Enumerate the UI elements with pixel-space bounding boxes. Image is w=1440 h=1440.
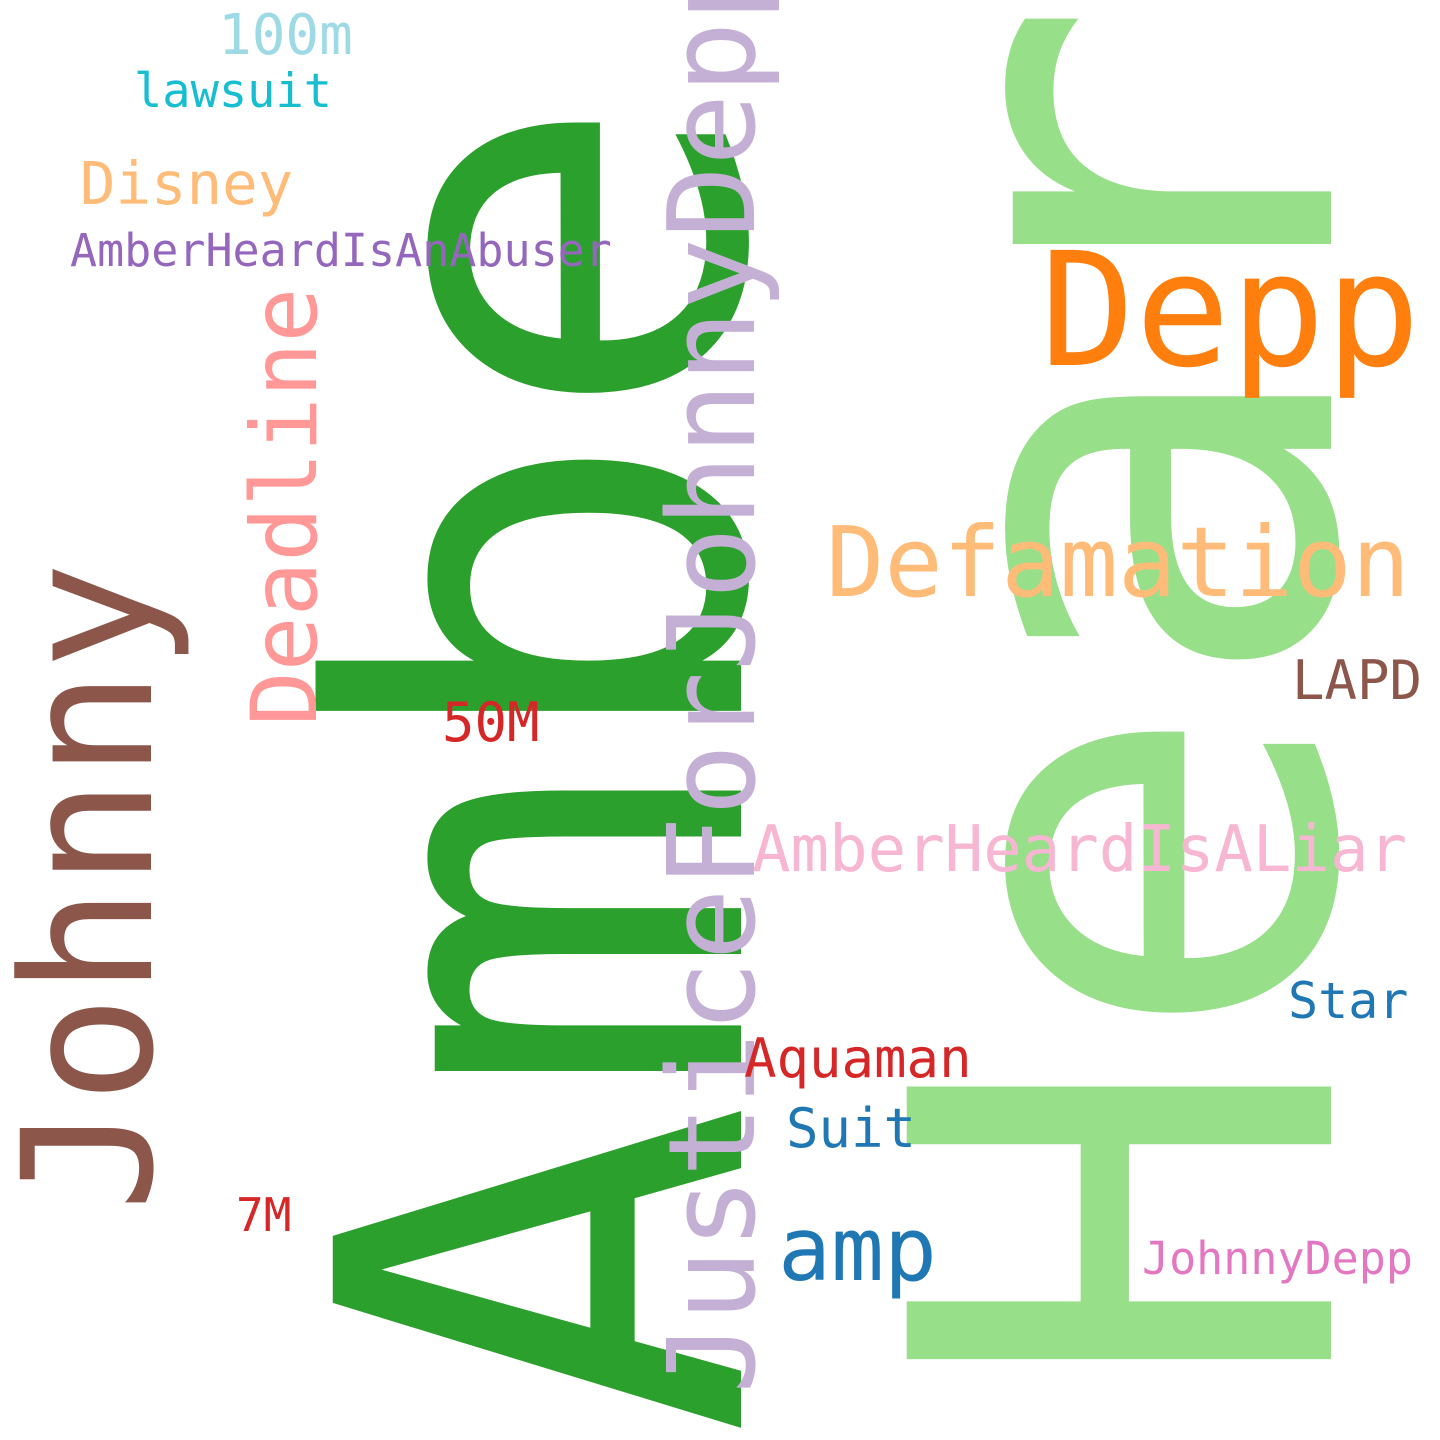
word-justice-for-johnny-depp: JusticeForJohnnyDepp [644, 0, 783, 1394]
word-depp: Depp [1040, 219, 1421, 403]
word-amber-heard-is-an-abuser: AmberHeardIsAnAbuser [70, 224, 612, 277]
word-johnny: Johnny [0, 561, 194, 1212]
word-disney: Disney [80, 149, 294, 218]
word-100m: 100m [218, 3, 353, 68]
word-amp: amp [778, 1198, 937, 1301]
word-lapd: LAPD [1292, 649, 1423, 712]
word-lawsuit: lawsuit [134, 64, 333, 119]
word-amber-heard-is-a-liar: AmberHeardIsALiar [752, 813, 1408, 887]
word-deadline: Deadline [233, 287, 338, 726]
word-aquaman: Aquaman [744, 1027, 972, 1090]
word-defamation: Defamation [826, 506, 1410, 619]
word-star: Star [1288, 972, 1409, 1030]
word-50m: 50M [442, 691, 540, 754]
word-suit: Suit [786, 1097, 917, 1160]
word-7m: 7M [236, 1188, 292, 1242]
word-johnny-depp: JohnnyDepp [1142, 1232, 1413, 1285]
